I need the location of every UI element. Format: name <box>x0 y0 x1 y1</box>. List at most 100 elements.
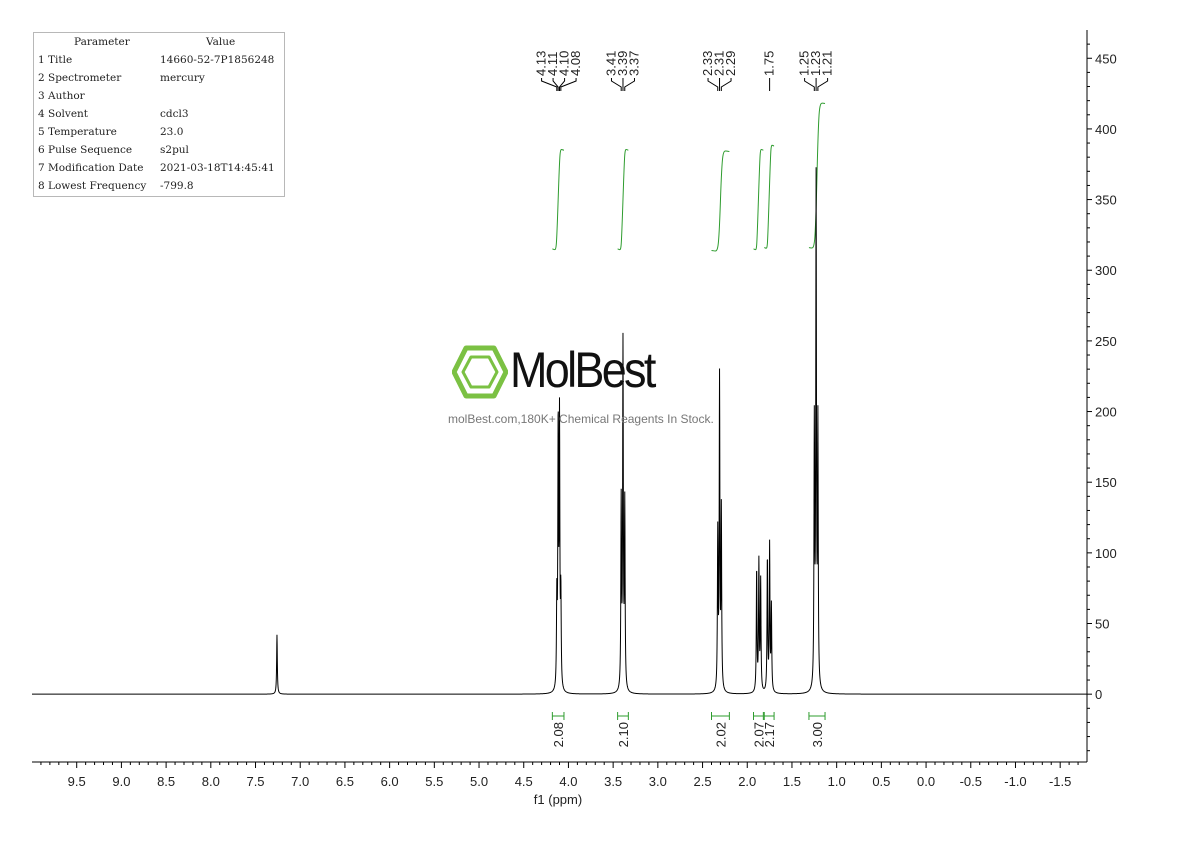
spectrum-trace <box>32 167 1087 695</box>
x-tick-label: 1.5 <box>783 774 801 789</box>
peak-leader-line <box>559 78 566 91</box>
parameter-name: 8 Lowest Frequency <box>38 180 147 192</box>
x-tick-label: 6.0 <box>381 774 399 789</box>
integral-curve <box>711 150 730 252</box>
peak-leader-line <box>817 78 829 91</box>
x-tick-label: 5.5 <box>425 774 443 789</box>
peak-label: 1.75 <box>762 51 777 76</box>
integral-curves: 2.08 2.10 2.02 2.072.17 3.00 <box>551 102 826 747</box>
parameter-value: 23.0 <box>160 126 184 138</box>
parameter-name: 7 Modification Date <box>38 162 144 174</box>
peak-label: 4.13 <box>534 51 549 76</box>
x-tick-label: 8.5 <box>157 774 175 789</box>
parameter-row: 5 Temperature 23.0 <box>34 126 284 143</box>
x-tick-label: 3.0 <box>649 774 667 789</box>
integral-curve <box>808 102 826 249</box>
parameter-row: 7 Modification Date 2021-03-18T14:45:41 <box>34 162 284 179</box>
parameter-value: s2pul <box>160 144 189 156</box>
integral-value: 2.08 <box>551 722 566 747</box>
x-tick-label: 0.5 <box>872 774 890 789</box>
x-axis: 9.5 9.0 8.5 8.0 7.5 7.0 6.5 6.0 5.5 5.0 4.5 4.0 3.5 3… <box>32 761 1087 789</box>
integral-value: 2.02 <box>713 722 728 747</box>
parameter-name: 6 Pulse Sequence <box>38 144 133 156</box>
peak-label: 3.41 <box>603 51 618 76</box>
y-tick-label: 400 <box>1095 122 1117 137</box>
y-tick-label: 200 <box>1095 405 1117 420</box>
molbest-watermark: MolBest molBest.com,180K+ Chemical Reage… <box>440 338 750 438</box>
parameter-name: 4 Solvent <box>38 108 89 120</box>
peak-leader-line <box>707 78 719 91</box>
parameter-name: 5 Temperature <box>38 126 117 138</box>
x-tick-label: 6.5 <box>336 774 354 789</box>
peak-label: 1.21 <box>820 51 835 76</box>
peak-label: 3.37 <box>626 51 641 76</box>
parameter-value: cdcl3 <box>160 108 189 120</box>
y-tick-label: 350 <box>1095 193 1117 208</box>
y-tick-label: 100 <box>1095 546 1117 561</box>
y-tick-label: 0 <box>1095 687 1102 702</box>
y-axis: 0 50 100 150 200 250 300 350 400 450 <box>1086 30 1117 762</box>
x-tick-label: -1.5 <box>1049 774 1071 789</box>
peak-label: 1.23 <box>808 51 823 76</box>
y-tick-label: 250 <box>1095 334 1117 349</box>
integral-value: 2.07 <box>751 722 766 747</box>
integral-curve <box>764 144 775 249</box>
peak-leader-line <box>804 78 815 91</box>
parameter-row: 1 Title 14660-52-7P1856248 <box>34 54 284 71</box>
x-tick-label: 9.0 <box>112 774 130 789</box>
parameter-row: 6 Pulse Sequence s2pul <box>34 144 284 161</box>
x-tick-label: 4.5 <box>515 774 533 789</box>
integral-value: 2.10 <box>616 722 631 747</box>
parameter-value: 14660-52-7P1856248 <box>160 54 275 66</box>
x-axis-title: f1 (ppm) <box>534 792 582 807</box>
x-tick-label: 2.0 <box>738 774 756 789</box>
peak-label: 2.31 <box>712 51 727 76</box>
peak-label: 4.10 <box>557 51 572 76</box>
parameter-table-header: Parameter Value <box>34 36 284 53</box>
peak-leader-line <box>560 78 577 91</box>
x-tick-label: 2.5 <box>694 774 712 789</box>
y-tick-label: 50 <box>1095 617 1109 632</box>
header-value: Value <box>206 36 236 48</box>
header-parameter: Parameter <box>74 36 130 48</box>
parameter-row: 8 Lowest Frequency -799.8 <box>34 180 284 197</box>
watermark-brand-name: MolBest <box>510 342 656 398</box>
integral-value: 3.00 <box>810 722 825 747</box>
watermark-tagline: molBest.com,180K+ Chemical Reagents In S… <box>448 412 714 426</box>
peak-label: 4.08 <box>568 51 583 76</box>
parameter-table: Parameter Value 1 Title 14660-52-7P18562… <box>33 32 285 197</box>
peak-leader-line <box>541 78 558 91</box>
x-tick-label: -1.0 <box>1004 774 1026 789</box>
parameter-row: 3 Author <box>34 90 284 107</box>
integral-curve <box>617 149 629 251</box>
x-tick-label: 7.0 <box>291 774 309 789</box>
parameter-value: 2021-03-18T14:45:41 <box>160 162 275 174</box>
parameter-name: 1 Title <box>38 54 73 66</box>
x-tick-label: -0.5 <box>960 774 982 789</box>
integral-value: 2.17 <box>762 722 777 747</box>
benzene-ring-icon <box>452 345 508 399</box>
y-tick-label: 300 <box>1095 263 1117 278</box>
y-tick-label: 450 <box>1095 51 1117 66</box>
peak-label: 2.29 <box>723 51 738 76</box>
x-tick-label: 1.0 <box>828 774 846 789</box>
parameter-value: -799.8 <box>160 180 194 192</box>
peak-labels: 7.264.134.114.104.083.413.393.372.332.31… <box>269 51 835 91</box>
peak-label: 2.33 <box>700 51 715 76</box>
y-tick-label: 150 <box>1095 475 1117 490</box>
x-tick-label: 0.0 <box>917 774 935 789</box>
peak-label: 3.39 <box>615 51 630 76</box>
peak-leader-line <box>610 78 622 91</box>
x-tick-label: 5.0 <box>470 774 488 789</box>
peak-leader-line <box>552 78 559 91</box>
integral-curve <box>552 149 565 251</box>
x-tick-label: 7.5 <box>246 774 264 789</box>
parameter-row: 2 Spectrometer mercury <box>34 72 284 89</box>
peak-label: 1.25 <box>797 51 812 76</box>
peak-label: 4.11 <box>545 52 560 76</box>
peak-leader-line <box>720 78 732 91</box>
parameter-name: 3 Author <box>38 90 85 102</box>
x-tick-label: 8.0 <box>202 774 220 789</box>
integral-curve <box>753 149 764 251</box>
